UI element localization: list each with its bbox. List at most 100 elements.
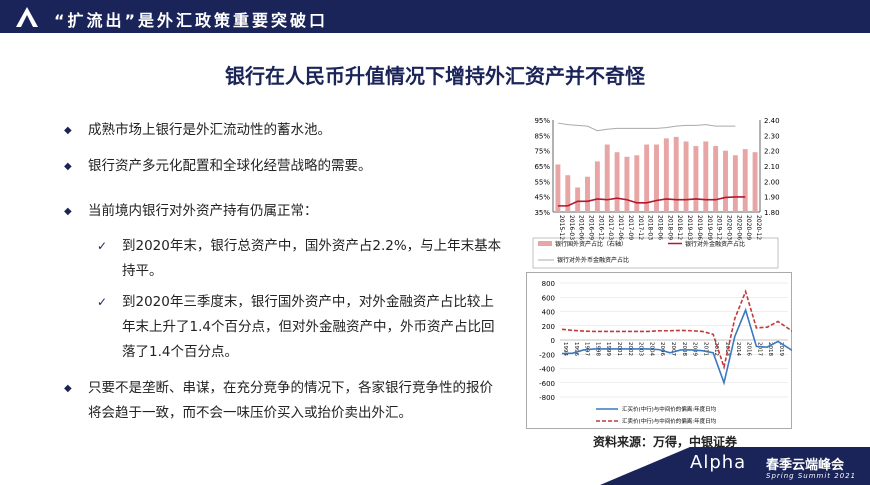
- x-tick: 2019-03: [686, 215, 693, 240]
- x-tick: 2020-06: [735, 215, 742, 240]
- y-left-tick: 95%: [534, 117, 550, 125]
- series-line: [557, 122, 736, 132]
- x-tick: 2019-09: [706, 215, 713, 240]
- bar: [742, 149, 748, 212]
- chart-bank-assets: 95% 85% 75% 65% 55% 45% 35% 2.40% 2.30% 2.20% 2.10…: [532, 117, 780, 269]
- x-tick: 2017: [756, 342, 762, 356]
- bullet-item: ◆ 当前境内银行对外资产持有仍属正常：: [64, 199, 504, 224]
- bullet-text: 只要不是垄断、串谋，在充分竞争的情况下，各家银行竞争性的报价将会趋于一致，而不会…: [88, 380, 493, 421]
- header-title: “扩流出”是外汇政策重要突破口: [54, 11, 329, 30]
- x-tick: 2016-12: [597, 215, 604, 240]
- x-tick: 2011: [702, 342, 708, 356]
- footer-brand: Alpha: [690, 452, 747, 473]
- x-tick: 2020-09: [745, 215, 752, 240]
- y-tick: 400: [542, 309, 555, 317]
- y-tick: 600: [542, 294, 555, 302]
- y-tick: -800: [539, 394, 555, 402]
- y-tick: -200: [539, 351, 555, 359]
- bullet-item: ✓ 到2020年末，银行总资产中，国外资产占2.2%，与上年末基本持平。: [64, 234, 504, 284]
- x-tick: 2009: [692, 342, 698, 356]
- bullet-text: 到2020年末，银行总资产中，国外资产占2.2%，与上年末基本持平。: [122, 238, 502, 279]
- bar: [663, 138, 669, 212]
- bullet-text: 到2020年三季度末，银行国外资产中，对外金融资产占比较上年末上升了1.4个百分…: [122, 294, 495, 360]
- bar: [614, 152, 620, 212]
- x-tick: 2006: [659, 342, 665, 356]
- y-left-tick: 45%: [534, 194, 550, 202]
- x-tick: 2016-06: [578, 215, 585, 240]
- x-tick: 2018-12: [676, 215, 683, 240]
- bar: [555, 164, 561, 212]
- x-tick: 2019-06: [696, 215, 703, 240]
- bullet-text: 银行资产多元化配置和全球化经营战略的需要。: [88, 158, 372, 174]
- bullet-item: ◆ 银行资产多元化配置和全球化经营战略的需要。: [64, 154, 504, 179]
- series-line: [561, 307, 792, 386]
- y-left-tick: 65%: [534, 163, 550, 171]
- bar: [683, 141, 689, 212]
- x-tick: 2020-12: [755, 215, 762, 240]
- x-tick: 2016: [746, 342, 752, 356]
- x-tick: 2012: [713, 342, 719, 356]
- y-tick: 0: [551, 337, 555, 345]
- x-tick: 2017-06: [617, 215, 624, 240]
- x-tick: 2017-12: [637, 215, 644, 240]
- check-icon: ✓: [97, 239, 108, 253]
- y-left-tick: 85%: [534, 132, 550, 140]
- bar: [575, 187, 581, 212]
- x-tick: 2019: [778, 342, 784, 356]
- y-tick: -600: [539, 380, 555, 388]
- x-tick: 2014: [735, 342, 741, 356]
- y-right-tick: 1.90%: [764, 194, 780, 202]
- x-tick: 2019-12: [716, 215, 723, 240]
- legend-label: 汇买价(中行)与中间价的偏离:年度日均: [622, 405, 717, 413]
- x-tick: 1996: [573, 342, 579, 356]
- bar: [604, 144, 610, 212]
- x-tick: 2018-06: [657, 215, 664, 240]
- y-left-tick: 75%: [534, 148, 550, 156]
- x-tick: 1994: [562, 342, 568, 356]
- x-tick: 2018-03: [647, 215, 654, 240]
- legend-label: 银行对外外币金融资产占比: [557, 256, 629, 264]
- x-tick: 2017-03: [607, 215, 614, 240]
- legend-swatch: [538, 241, 552, 246]
- page-title: 银行在人民币升值情况下增持外汇资产并不奇怪: [225, 64, 645, 88]
- series-line: [557, 196, 746, 207]
- x-tick: 2013: [724, 342, 730, 356]
- bar: [634, 155, 640, 212]
- x-tick: 2020-03: [726, 215, 733, 240]
- bar: [585, 176, 590, 212]
- bar: [673, 136, 679, 212]
- check-icon: ✓: [97, 295, 108, 309]
- legend-label: 汇卖价(中行)与中间价的偏离:年度日均: [622, 417, 717, 425]
- bullet-item: ◆ 成熟市场上银行是外汇流动性的蓄水池。: [64, 118, 504, 143]
- bullet-text: 当前境内银行对外资产持有仍属正常：: [88, 203, 318, 219]
- y-right-tick: 1.80%: [764, 209, 780, 217]
- diamond-bullet-icon: ◆: [64, 383, 72, 394]
- x-tick: 2018-09: [666, 215, 673, 240]
- y-right-tick: 2.20%: [764, 148, 780, 156]
- x-tick: 2007: [670, 342, 676, 356]
- diamond-bullet-icon: ◆: [64, 206, 72, 217]
- x-tick: 2015-12: [558, 215, 565, 240]
- header-bar: “扩流出”是外汇政策重要突破口: [0, 0, 870, 33]
- y-tick: 200: [542, 323, 555, 331]
- y-left-tick: 35%: [534, 209, 550, 217]
- y-tick: -400: [539, 366, 555, 374]
- bullet-text: 成熟市场上银行是外汇流动性的蓄水池。: [88, 122, 331, 138]
- bullet-item: ◆ 只要不是垄断、串谋，在充分竞争的情况下，各家银行竞争性的报价将会趋于一致，而不…: [64, 376, 504, 426]
- diamond-bullet-icon: ◆: [64, 125, 72, 136]
- legend-label: 银行对外金融资产占比: [685, 240, 745, 248]
- y-right-tick: 2.00%: [764, 178, 780, 186]
- x-tick: 2016-09: [588, 215, 595, 240]
- source-note: 资料来源：万得，中银证券: [593, 435, 738, 449]
- bar: [703, 141, 709, 212]
- bar: [565, 175, 571, 212]
- bullet-item: ✓ 到2020年三季度末，银行国外资产中，对外金融资产占比较上年末上升了1.4个百…: [64, 290, 504, 365]
- bar: [713, 146, 719, 212]
- y-right-tick: 2.10%: [764, 163, 780, 171]
- y-left-tick: 55%: [534, 178, 550, 186]
- footer-sub: Spring Summit 2021: [766, 472, 857, 480]
- bar: [752, 152, 758, 212]
- bar: [654, 144, 659, 212]
